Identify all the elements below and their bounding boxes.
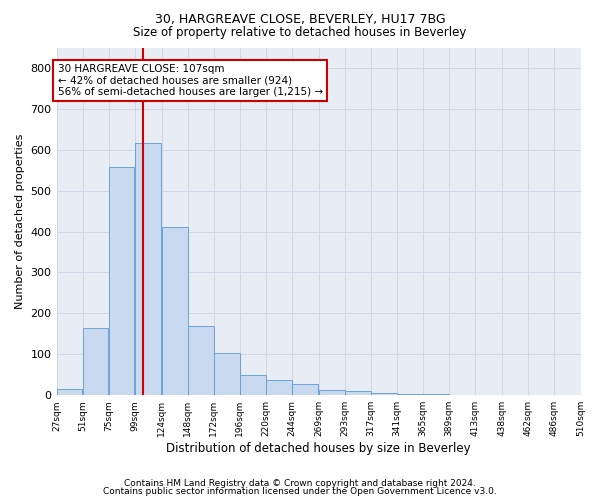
Bar (345, 391, 371, 395)
X-axis label: Distribution of detached houses by size in Beverley: Distribution of detached houses by size … (166, 442, 471, 455)
Bar (371, 393, 397, 395)
Text: 30 HARGREAVE CLOSE: 107sqm
← 42% of detached houses are smaller (924)
56% of sem: 30 HARGREAVE CLOSE: 107sqm ← 42% of deta… (58, 64, 323, 97)
Bar (240, 375, 266, 395)
Bar (266, 380, 292, 395)
Bar (109, 167, 134, 395)
Bar (135, 143, 161, 395)
Bar (188, 326, 214, 395)
Y-axis label: Number of detached properties: Number of detached properties (15, 134, 25, 309)
Bar (424, 394, 449, 395)
Bar (292, 384, 318, 395)
Bar (319, 390, 345, 395)
Bar (57, 389, 82, 395)
Text: Size of property relative to detached houses in Beverley: Size of property relative to detached ho… (133, 26, 467, 39)
Text: 30, HARGREAVE CLOSE, BEVERLEY, HU17 7BG: 30, HARGREAVE CLOSE, BEVERLEY, HU17 7BG (155, 12, 445, 26)
Bar (162, 226, 188, 395)
Text: Contains HM Land Registry data © Crown copyright and database right 2024.: Contains HM Land Registry data © Crown c… (124, 478, 476, 488)
Bar (397, 394, 423, 395)
Bar (214, 354, 240, 395)
Text: Contains public sector information licensed under the Open Government Licence v3: Contains public sector information licen… (103, 487, 497, 496)
Bar (83, 328, 109, 395)
